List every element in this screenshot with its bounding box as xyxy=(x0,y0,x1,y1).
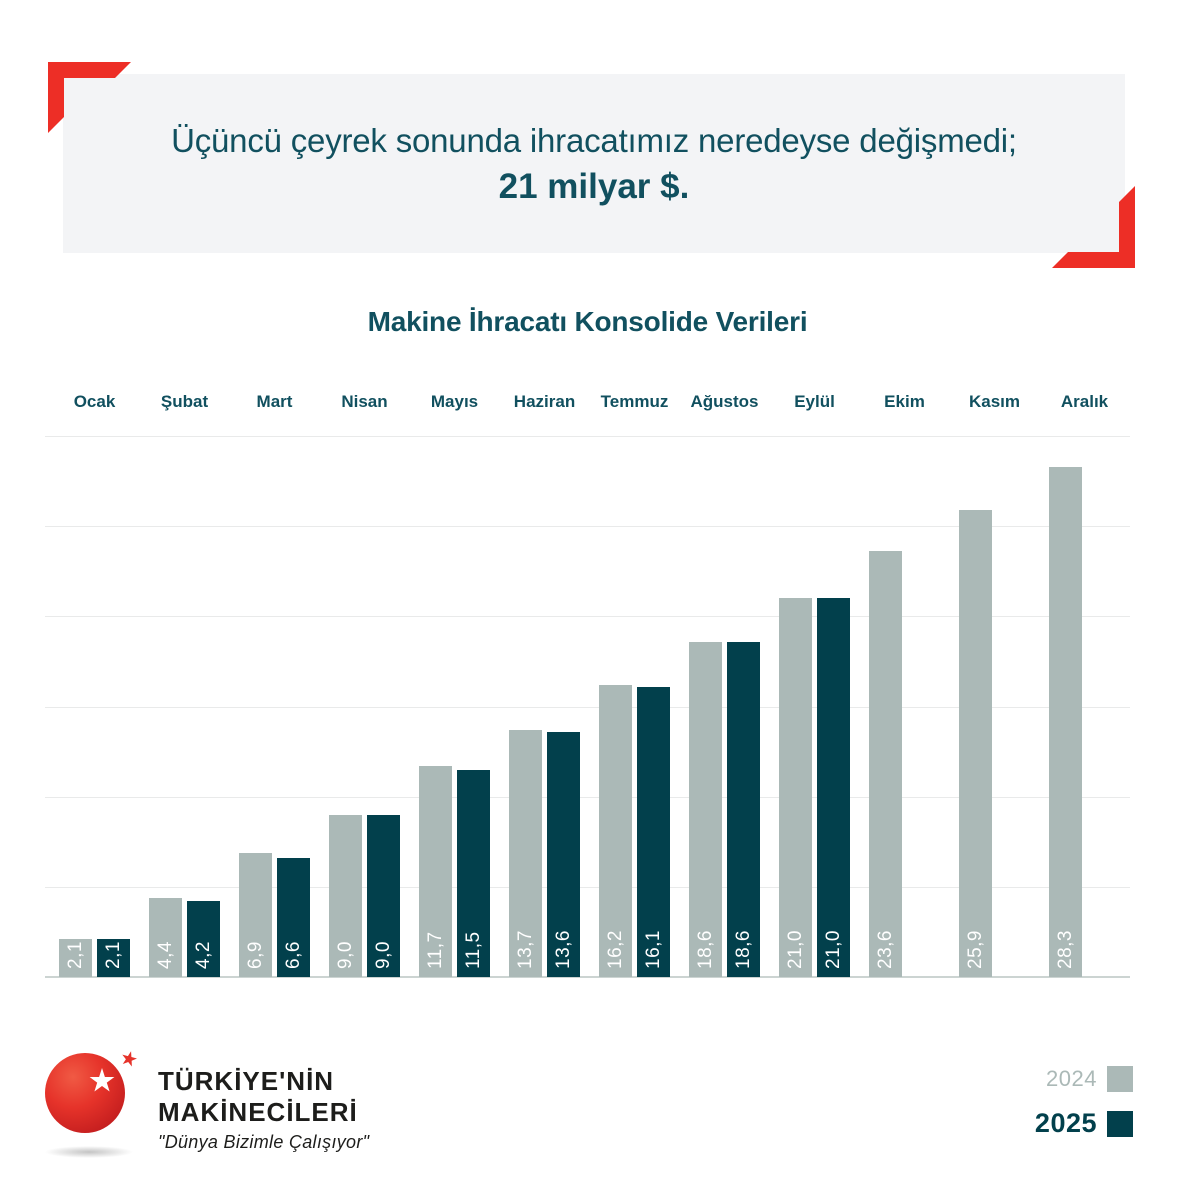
header-banner: Üçüncü çeyrek sonunda ihracatımız nerede… xyxy=(63,74,1125,253)
bar-2024-eylül xyxy=(779,598,812,977)
bar-2025-temmuz xyxy=(637,686,670,977)
bar-2024-ocak xyxy=(59,939,92,977)
bar-value-2024-mart: 6,9 xyxy=(244,941,266,969)
month-axis-labels: Ocak Şubat Mart Nisan Mayıs Haziran Temmuz Ağus… xyxy=(45,392,1130,416)
month-label-şubat: Şubat xyxy=(160,392,209,411)
brand-logo: TÜRKİYE'NİN MAKİNECİLERİ "Dünya Bizimle … xyxy=(44,1042,369,1160)
brand-name-line2: MAKİNECİLERİ xyxy=(158,1097,358,1127)
month-label-kasım: Kasım xyxy=(968,392,1021,411)
bar-value-2025-nisan: 9,0 xyxy=(372,941,394,969)
gridline-15 xyxy=(45,706,1130,708)
logo-white-star-icon xyxy=(89,1068,115,1092)
bar-2024-şubat xyxy=(149,897,182,977)
bar-2025-ağustos xyxy=(727,641,760,977)
chart-title: Makine İhracatı Konsolide Verileri xyxy=(367,306,808,337)
month-label-aralık: Aralık xyxy=(1060,392,1109,411)
brand-globe-icon xyxy=(45,1051,137,1158)
logo-shadow xyxy=(45,1146,133,1158)
legend-row-2024: 2024 xyxy=(1046,1066,1133,1092)
bar-value-2024-şubat: 4,4 xyxy=(154,941,176,969)
month-label-nisan: Nisan xyxy=(341,392,388,411)
bar-2024-temmuz xyxy=(599,684,632,977)
bar-2024-mart xyxy=(239,852,272,977)
corner-bracket-top-left-icon xyxy=(48,62,131,133)
bar-value-2024-mayıs: 11,7 xyxy=(424,931,446,969)
bar-value-2024-ekim: 23,6 xyxy=(874,930,896,969)
legend-swatch-2024 xyxy=(1107,1066,1133,1092)
legend-row-2025: 2025 xyxy=(1035,1108,1133,1139)
month-label-ağustos: Ağustos xyxy=(690,392,759,411)
bar-2025-haziran xyxy=(547,731,580,977)
legend-swatch-2025 xyxy=(1107,1110,1133,1137)
bar-2025-mayıs xyxy=(457,769,490,977)
bar-2025-mart xyxy=(277,857,310,977)
brand-tagline: "Dünya Bizimle Çalışıyor" xyxy=(158,1132,370,1152)
bar-2025-nisan xyxy=(367,814,400,977)
bar-value-2025-haziran: 13,6 xyxy=(552,930,574,969)
chart-legend: 2024 2025 xyxy=(1035,1066,1133,1139)
bar-value-2024-ağustos: 18,6 xyxy=(694,930,716,969)
month-label-temmuz: Temmuz xyxy=(600,392,669,411)
bar-2024-haziran xyxy=(509,729,542,977)
legend-label-2025: 2025 xyxy=(1034,1108,1097,1138)
month-label-mart: Mart xyxy=(256,392,293,411)
bar-value-2025-mayıs: 11,5 xyxy=(462,931,484,969)
bar-value-2024-haziran: 13,7 xyxy=(514,930,536,969)
bar-value-2024-nisan: 9,0 xyxy=(334,941,356,969)
bar-2024-ekim xyxy=(869,551,902,977)
gridline-20 xyxy=(45,616,1130,618)
bar-2024-nisan xyxy=(329,814,362,977)
bar-value-2024-aralık: 28,3 xyxy=(1054,930,1076,969)
bar-value-2024-ocak: 2,1 xyxy=(64,941,86,969)
month-label-eylül: Eylül xyxy=(794,392,835,411)
bar-2024-mayıs xyxy=(419,766,452,977)
bar-chart-plot-area: 2,1 2,1 4,4 4,2 6,9 6,6 9,0 9,0 11,7 11,5 13,7 13,6… xyxy=(45,420,1130,980)
bar-value-2025-şubat: 4,2 xyxy=(192,941,214,969)
x-axis-baseline xyxy=(45,976,1130,978)
header-subtitle: Üçüncü çeyrek sonunda ihracatımız nerede… xyxy=(171,121,1017,159)
month-label-ekim: Ekim xyxy=(884,392,925,411)
month-label-ocak: Ocak xyxy=(73,392,116,411)
bar-value-2024-eylül: 21,0 xyxy=(784,930,806,969)
bar-2024-aralık xyxy=(1049,466,1082,977)
bar-value-2025-temmuz: 16,1 xyxy=(642,930,664,969)
logo-red-sphere xyxy=(45,1053,125,1133)
bar-2025-şubat xyxy=(187,901,220,977)
bar-value-2025-mart: 6,6 xyxy=(282,941,304,969)
bar-2024-ağustos xyxy=(689,641,722,977)
legend-label-2024: 2024 xyxy=(1046,1066,1097,1091)
brand-name-line1: TÜRKİYE'NİN xyxy=(158,1066,335,1096)
bar-2024-kasım xyxy=(959,509,992,977)
bar-2025-eylül xyxy=(817,598,850,977)
gridline-30 xyxy=(45,436,1130,437)
month-label-mayıs: Mayıs xyxy=(430,392,479,411)
bar-value-2024-kasım: 25,9 xyxy=(964,930,986,969)
bar-2025-ocak xyxy=(97,939,130,977)
logo-small-red-star-icon xyxy=(122,1051,137,1067)
bar-value-2025-ocak: 2,1 xyxy=(102,941,124,969)
brand-wordmark: TÜRKİYE'NİN MAKİNECİLERİ "Dünya Bizimle … xyxy=(158,1042,369,1153)
bar-value-2025-ağustos: 18,6 xyxy=(732,930,754,969)
bar-value-2024-temmuz: 16,2 xyxy=(604,930,626,969)
corner-bracket-bottom-right-icon xyxy=(1052,186,1135,268)
header-highlight-value: 21 milyar $. xyxy=(498,166,690,206)
gridline-5 xyxy=(45,886,1130,888)
bar-value-2025-eylül: 21,0 xyxy=(822,930,844,969)
gridline-10 xyxy=(45,796,1130,798)
month-label-haziran: Haziran xyxy=(513,392,576,411)
gridline-25 xyxy=(45,526,1130,528)
